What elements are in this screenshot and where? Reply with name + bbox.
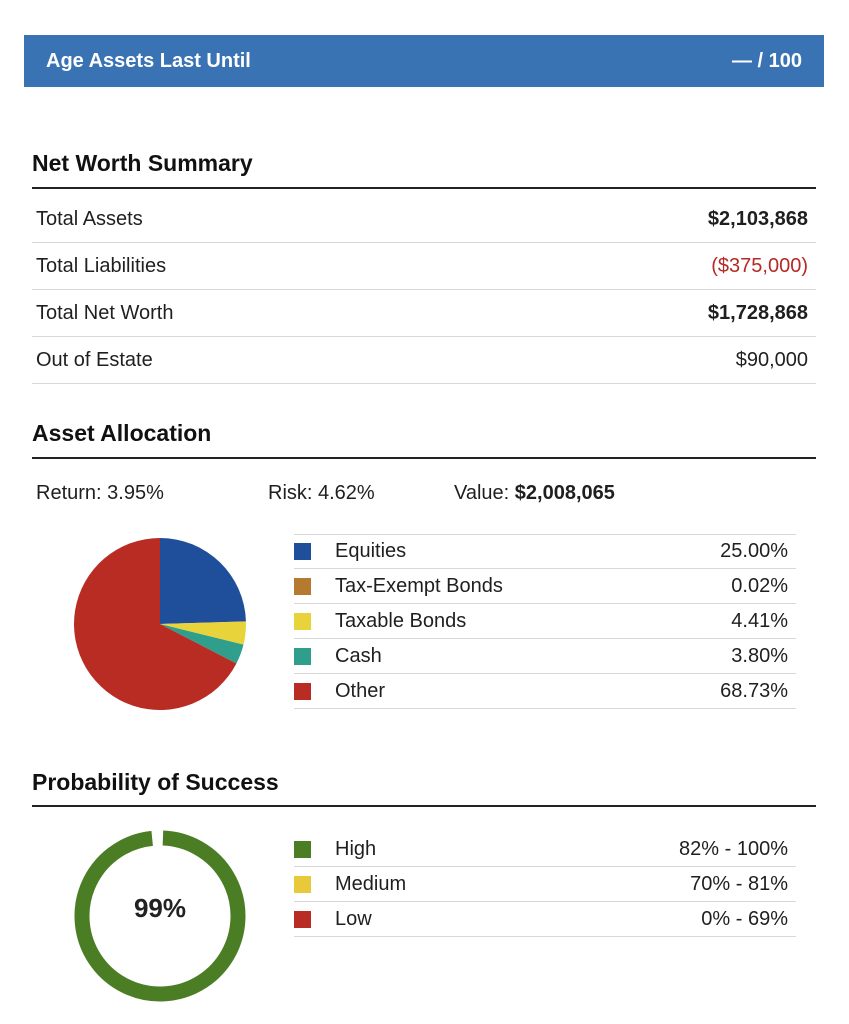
probability-ring-chart bbox=[74, 830, 246, 1002]
asset-allocation-divider bbox=[32, 457, 816, 459]
legend-row-medium: Medium 70% - 81% bbox=[294, 867, 796, 902]
pie-slice-tax-exempt-bonds bbox=[160, 621, 246, 624]
high-swatch bbox=[294, 840, 311, 858]
cash-swatch bbox=[294, 647, 311, 665]
table-row-total-assets: Total Assets $2,103,868 bbox=[32, 196, 816, 243]
allocation-pie-chart bbox=[74, 538, 246, 710]
banner-value: — / 100 bbox=[731, 49, 802, 72]
other-swatch bbox=[294, 682, 311, 700]
value-stat-label: Value: bbox=[454, 482, 510, 504]
table-row-out-of-estate: Out of Estate $90,000 bbox=[32, 337, 816, 384]
cash-label: Cash bbox=[335, 644, 382, 667]
net-worth-title: Net Worth Summary bbox=[32, 150, 253, 176]
probability-value: 99% bbox=[133, 893, 187, 923]
high-label: High bbox=[335, 837, 377, 860]
pie-slice-other bbox=[74, 538, 237, 710]
total-net-worth-label: Total Net Worth bbox=[36, 301, 174, 324]
equities-value: 25.00% bbox=[720, 540, 788, 562]
probability-legend: High 82% - 100% Medium 70% - 81% Low 0% … bbox=[294, 832, 796, 937]
out-of-estate-value: $90,000 bbox=[735, 348, 808, 371]
tax-exempt-bonds-label: Tax-Exempt Bonds bbox=[335, 574, 503, 597]
pie-slice-equities bbox=[160, 538, 246, 624]
other-label: Other bbox=[335, 679, 386, 702]
return-stat: Return: 3.95% bbox=[36, 482, 164, 504]
probability-title: Probability of Success bbox=[32, 769, 279, 795]
net-worth-table: Total Assets $2,103,868 Total Liabilitie… bbox=[32, 196, 816, 384]
banner-title: Age Assets Last Until bbox=[46, 49, 251, 72]
medium-value: 70% - 81% bbox=[690, 872, 788, 895]
risk-stat: Risk: 4.62% bbox=[268, 482, 375, 504]
medium-label: Medium bbox=[335, 872, 407, 895]
table-row-total-net-worth: Total Net Worth $1,728,868 bbox=[32, 290, 816, 337]
equities-swatch bbox=[294, 543, 311, 560]
low-label: Low bbox=[335, 907, 372, 930]
value-stat-amount: $2,008,065 bbox=[514, 482, 615, 504]
out-of-estate-label: Out of Estate bbox=[36, 348, 153, 371]
asset-allocation-title: Asset Allocation bbox=[32, 420, 212, 446]
other-value: 68.73% bbox=[720, 679, 788, 702]
tax-exempt-bonds-value: 0.02% bbox=[731, 574, 788, 597]
equities-label: Equities bbox=[335, 540, 407, 562]
table-row-total-liabilities: Total Liabilities ($375,000) bbox=[32, 243, 816, 290]
allocation-legend: Equities 25.00% Tax-Exempt Bonds 0.02% T… bbox=[294, 534, 796, 709]
taxable-bonds-swatch bbox=[294, 612, 311, 630]
low-swatch bbox=[294, 910, 311, 928]
pie-slice-cash bbox=[160, 624, 244, 664]
tax-exempt-bonds-swatch bbox=[294, 577, 311, 595]
value-stat: Value: $2,008,065 bbox=[454, 482, 615, 505]
cash-value: 3.80% bbox=[731, 644, 788, 667]
legend-row-low: Low 0% - 69% bbox=[294, 902, 796, 937]
medium-swatch bbox=[294, 875, 311, 893]
total-assets-value: $2,103,868 bbox=[707, 207, 808, 230]
total-liabilities-label: Total Liabilities bbox=[36, 254, 167, 277]
legend-row-taxable-bonds: Taxable Bonds 4.41% bbox=[294, 604, 796, 639]
probability-ring-arc bbox=[74, 830, 246, 1002]
low-value: 0% - 69% bbox=[701, 907, 788, 930]
taxable-bonds-value: 4.41% bbox=[731, 609, 788, 632]
legend-row-other: Other 68.73% bbox=[294, 674, 796, 709]
age-assets-banner: Age Assets Last Until — / 100 bbox=[24, 35, 824, 87]
taxable-bonds-label: Taxable Bonds bbox=[335, 609, 467, 632]
total-liabilities-value: ($375,000) bbox=[711, 254, 808, 277]
legend-row-high: High 82% - 100% bbox=[294, 832, 796, 867]
total-assets-label: Total Assets bbox=[36, 207, 143, 230]
legend-row-equities: Equities 25.00% bbox=[294, 534, 796, 569]
high-value: 82% - 100% bbox=[679, 837, 788, 860]
probability-divider bbox=[32, 805, 816, 807]
net-worth-divider bbox=[32, 187, 816, 189]
pie-slice-taxable-bonds bbox=[160, 621, 246, 645]
legend-row-cash: Cash 3.80% bbox=[294, 639, 796, 674]
total-net-worth-value: $1,728,868 bbox=[707, 301, 808, 324]
legend-row-tax-exempt-bonds: Tax-Exempt Bonds 0.02% bbox=[294, 569, 796, 604]
